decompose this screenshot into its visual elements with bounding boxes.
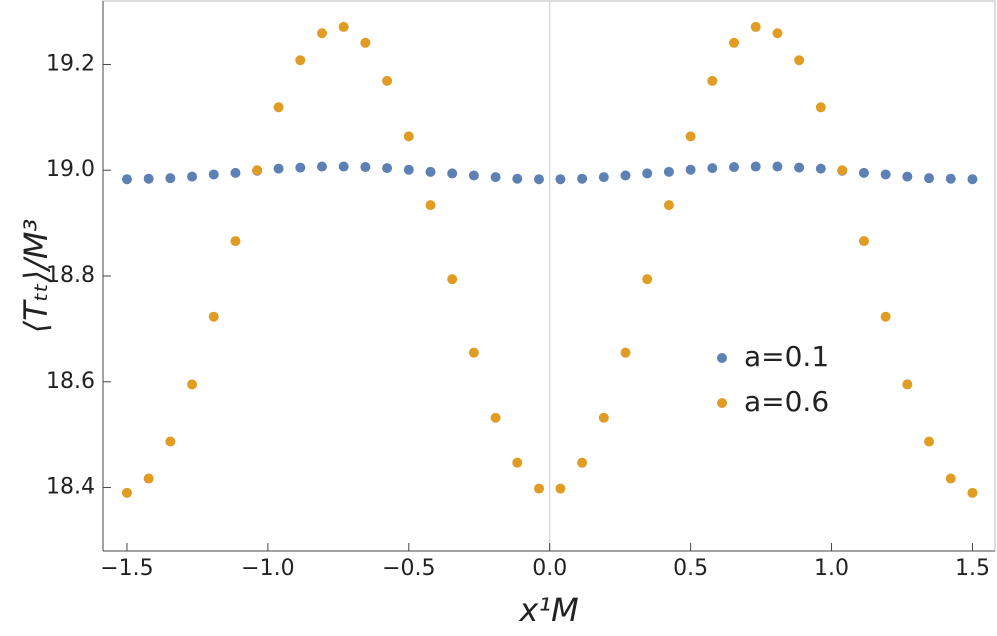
data-point <box>360 37 371 48</box>
data-point <box>620 347 631 358</box>
data-point <box>533 483 544 494</box>
data-point <box>945 473 956 484</box>
x-tick-label: 1.5 <box>955 556 990 581</box>
data-point <box>468 347 479 358</box>
data-point <box>685 131 696 142</box>
x-tick-label: −1.0 <box>241 556 294 581</box>
data-point <box>577 457 588 468</box>
data-point <box>924 436 935 447</box>
data-point <box>403 131 414 142</box>
x-tick-label: −0.5 <box>382 556 435 581</box>
data-point <box>512 173 523 184</box>
data-point <box>858 236 869 247</box>
data-point <box>663 200 674 211</box>
data-point <box>577 173 588 184</box>
data-point <box>295 162 306 173</box>
data-point <box>273 163 284 174</box>
data-point <box>902 379 913 390</box>
data-point <box>187 379 198 390</box>
data-point <box>794 162 805 173</box>
data-point <box>729 162 740 173</box>
x-tick-label: 0.0 <box>532 556 567 581</box>
data-point <box>490 172 501 183</box>
data-point <box>967 487 978 498</box>
data-point <box>273 102 284 113</box>
data-point <box>729 37 740 48</box>
x-tick-label: −1.5 <box>100 556 153 581</box>
data-point <box>165 436 176 447</box>
x-tick-label: 0.5 <box>673 556 708 581</box>
y-tick-label: 19.0 <box>46 157 95 182</box>
data-point <box>685 164 696 175</box>
data-point <box>880 311 891 322</box>
data-point <box>555 483 566 494</box>
data-point <box>837 165 848 176</box>
data-point <box>945 173 956 184</box>
data-point <box>143 173 154 184</box>
data-point <box>208 311 219 322</box>
data-point <box>425 166 436 177</box>
data-point <box>598 172 609 183</box>
y-tick-label: 18.4 <box>46 475 95 500</box>
legend-marker <box>717 398 727 408</box>
data-point <box>750 161 761 172</box>
data-point <box>165 173 176 184</box>
data-point <box>967 174 978 185</box>
data-point <box>447 274 458 285</box>
data-point <box>490 412 501 423</box>
data-point <box>815 163 826 174</box>
data-point <box>533 174 544 185</box>
data-point <box>858 167 869 178</box>
data-point <box>642 168 653 179</box>
data-point <box>707 75 718 86</box>
data-point <box>902 171 913 182</box>
data-point <box>642 274 653 285</box>
data-point <box>512 457 523 468</box>
data-point <box>143 473 154 484</box>
data-point <box>360 162 371 173</box>
y-tick-label: 18.8 <box>46 263 95 288</box>
data-point <box>230 236 241 247</box>
data-point <box>338 161 349 172</box>
y-tick-label: 18.6 <box>46 369 95 394</box>
x-tick-label: 1.0 <box>814 556 849 581</box>
data-point <box>403 164 414 175</box>
data-point <box>924 173 935 184</box>
data-point <box>121 174 132 185</box>
data-point <box>620 170 631 181</box>
x-axis-title: x¹M <box>518 591 578 629</box>
plot-frame <box>102 0 996 552</box>
legend-label: a=0.6 <box>744 385 829 418</box>
data-point <box>295 55 306 66</box>
data-point <box>447 168 458 179</box>
data-point <box>316 161 327 172</box>
data-point <box>316 28 327 39</box>
data-point <box>815 102 826 113</box>
data-point <box>208 169 219 180</box>
data-point <box>382 163 393 174</box>
y-axis-title: ⟨Tₜₜ⟩/M³ <box>17 219 55 334</box>
data-point <box>555 174 566 185</box>
data-point <box>425 200 436 211</box>
legend-label: a=0.1 <box>744 340 829 373</box>
data-point <box>468 170 479 181</box>
data-point <box>252 165 263 176</box>
data-point <box>338 21 349 32</box>
data-point <box>382 75 393 86</box>
data-point <box>750 21 761 32</box>
legend-marker <box>717 353 727 363</box>
data-point <box>794 55 805 66</box>
data-point <box>772 28 783 39</box>
data-point <box>598 412 609 423</box>
data-point <box>880 169 891 180</box>
data-point <box>707 163 718 174</box>
data-point <box>187 171 198 182</box>
data-point <box>230 167 241 178</box>
data-point <box>121 487 132 498</box>
data-point <box>663 166 674 177</box>
y-tick-label: 19.2 <box>46 51 95 76</box>
data-point <box>772 161 783 172</box>
